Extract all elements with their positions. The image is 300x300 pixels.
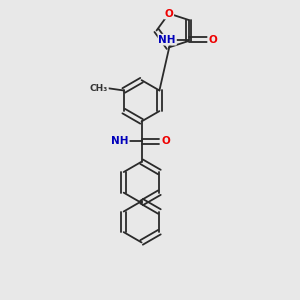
Text: O: O: [164, 8, 173, 19]
Text: NH: NH: [158, 35, 176, 45]
Text: O: O: [208, 35, 217, 45]
Text: CH₃: CH₃: [90, 84, 108, 93]
Text: NH: NH: [111, 136, 129, 146]
Text: O: O: [161, 136, 170, 146]
